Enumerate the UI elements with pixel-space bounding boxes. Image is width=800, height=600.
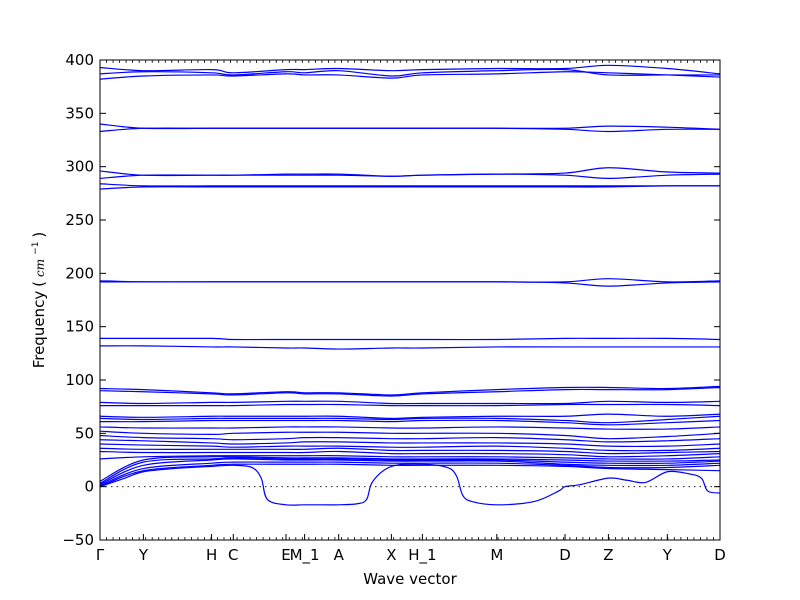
x-tick-label: H_1 [408, 546, 436, 565]
x-tick-label: H [206, 546, 217, 564]
band-line-9 [99, 185, 721, 190]
y-tick-label: 150 [65, 318, 94, 336]
band-line-22 [99, 430, 721, 440]
band-line-32 [99, 461, 721, 487]
x-tick-label: Y [138, 546, 149, 564]
x-tick-label: X [386, 546, 396, 564]
band-line-13 [99, 345, 720, 350]
x-tick-label: Z [603, 546, 613, 564]
band-line-27 [99, 450, 721, 458]
y-axis-unit: cm [33, 259, 47, 277]
band-line-12 [100, 337, 721, 341]
band-line-5 [99, 127, 721, 133]
x-tick-label: C [228, 546, 238, 564]
band-line-11 [100, 281, 721, 287]
band-line-15 [99, 386, 721, 397]
y-tick-label: 350 [65, 104, 94, 122]
plot-frame [99, 59, 721, 541]
band-line-28 [99, 455, 721, 460]
y-tick-label: −50 [62, 531, 94, 549]
x-axis-title: Wave vector [363, 570, 457, 588]
y-axis-paren-close: ) [30, 232, 48, 238]
series-layer [99, 64, 721, 506]
band-line-34 [99, 463, 721, 506]
band-line-2 [99, 64, 721, 75]
band-line-24 [99, 439, 721, 447]
band-line-19 [99, 415, 721, 424]
band-line-30 [99, 457, 721, 485]
x-tick-label: Y [662, 546, 673, 564]
band-line-26 [99, 447, 721, 455]
y-axis-label: Frequency [30, 291, 48, 369]
band-line-29 [99, 455, 721, 482]
band-line-1 [99, 68, 720, 77]
band-line-16 [99, 400, 721, 405]
band-line-8 [99, 183, 720, 187]
x-tick-label: D [714, 546, 726, 564]
band-line-20 [99, 419, 721, 426]
y-tick-label: 50 [75, 424, 94, 442]
band-line-3 [99, 71, 721, 80]
y-axis-unit-exponent: −1 [31, 242, 41, 255]
band-line-23 [99, 434, 721, 443]
y-tick-label: 300 [65, 158, 94, 176]
y-axis-paren-open: ( [30, 281, 48, 287]
band-line-18 [99, 413, 721, 420]
x-tick-label: D [559, 546, 571, 564]
x-tick-label: M_1 [290, 546, 320, 565]
tick-layer: −50 0 50 100 150 200 250 300 350 400 Γ Y H C EM_1 A X H_1… [62, 51, 725, 565]
band-line-25 [99, 443, 721, 452]
band-line-33 [99, 463, 721, 488]
y-tick-label: 0 [84, 478, 94, 496]
x-tick-label: M [490, 546, 503, 564]
band-line-31 [99, 458, 721, 486]
band-line-14 [99, 385, 721, 396]
band-line-21 [99, 426, 721, 430]
y-tick-label: 200 [65, 264, 94, 282]
y-tick-label: 400 [65, 51, 94, 69]
y-tick-label: 250 [65, 211, 94, 229]
x-tick-label: E [281, 546, 290, 564]
y-tick-label: 100 [65, 371, 94, 389]
band-line-7 [99, 173, 721, 180]
band-line-17 [99, 403, 721, 407]
y-axis-title: Frequency ( cm −1 ) [25, 232, 48, 369]
x-tick-label: Γ [96, 546, 105, 564]
x-tick-label: A [334, 546, 345, 564]
